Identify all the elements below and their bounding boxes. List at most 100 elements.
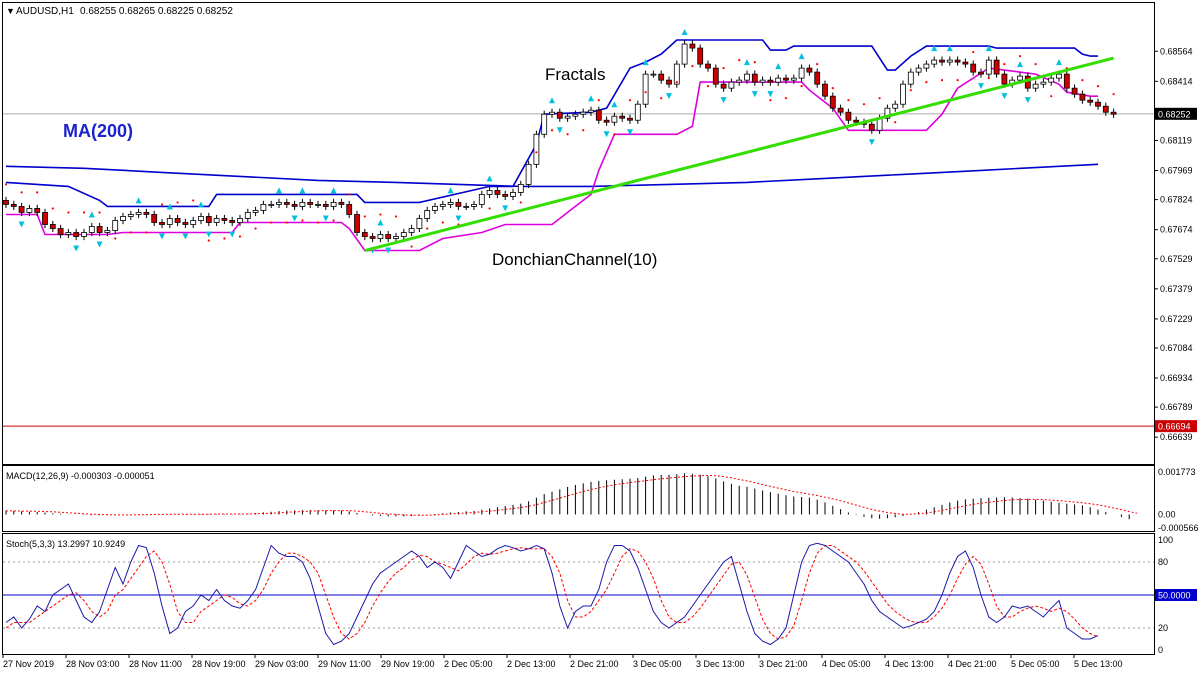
stoch-pane-frame xyxy=(2,533,1155,655)
macd-tick-label: -0.000566 xyxy=(1158,523,1199,533)
candle-body xyxy=(595,109,602,121)
fractal-up-icon xyxy=(681,29,688,36)
candle-body xyxy=(252,210,259,213)
price-layer xyxy=(3,29,1154,427)
sar-dot xyxy=(254,227,257,230)
sar-dot xyxy=(769,99,772,102)
candle-body xyxy=(658,73,665,81)
candle-body xyxy=(790,77,797,81)
candle-body xyxy=(619,115,626,119)
candle-body xyxy=(393,236,399,239)
candle-body xyxy=(978,71,984,75)
candle-body xyxy=(439,204,446,207)
price-tick-label: 0.66934 xyxy=(1160,373,1193,383)
candle-body xyxy=(572,113,579,117)
candle-body xyxy=(931,59,938,65)
candle-body xyxy=(73,232,80,237)
candle-body xyxy=(1056,73,1062,79)
sar-dot xyxy=(847,99,850,102)
candle-body xyxy=(798,67,805,79)
candle-body xyxy=(338,202,345,205)
candle-body xyxy=(767,79,774,83)
fractal-down-icon xyxy=(229,231,236,238)
sar-dot xyxy=(426,227,429,230)
candle-body xyxy=(814,71,821,85)
time-tick-label: 28 Nov 11:00 xyxy=(129,659,182,669)
fractal-down-icon xyxy=(205,231,212,238)
fractal-up-icon xyxy=(611,101,618,108)
fractal-up-icon xyxy=(486,175,493,182)
candle-body xyxy=(588,109,594,113)
candle-body xyxy=(510,192,516,197)
sar-dot xyxy=(1034,63,1037,66)
candle-body xyxy=(650,73,657,76)
sar-dot xyxy=(738,58,741,62)
sar-dot xyxy=(956,79,959,82)
candle-body xyxy=(751,73,758,83)
candle-body xyxy=(135,212,142,215)
sar-dot xyxy=(660,97,663,100)
candle-body xyxy=(900,83,906,105)
candle-body xyxy=(291,204,298,207)
sar-dot xyxy=(348,193,351,196)
candle-body xyxy=(455,202,462,207)
candle-body xyxy=(1110,111,1117,115)
fractal-up-icon xyxy=(276,187,282,194)
candle-body xyxy=(1095,101,1101,107)
candle-body xyxy=(1087,99,1094,103)
candle-body xyxy=(1102,105,1109,113)
candle-body xyxy=(681,43,688,65)
sar-dot xyxy=(363,215,366,218)
candle-body xyxy=(276,202,282,205)
candle-body xyxy=(1032,83,1039,89)
candle-body xyxy=(237,218,243,223)
trendline xyxy=(364,56,1114,252)
candle-body xyxy=(3,200,9,205)
stoch-main-line xyxy=(5,542,1099,646)
sar-dot xyxy=(894,121,897,124)
time-tick-label: 2 Dec 05:00 xyxy=(444,659,493,669)
sar-dot xyxy=(862,103,866,106)
candle-body xyxy=(151,214,158,223)
fractal-down-icon xyxy=(556,127,563,134)
fractal-up-icon xyxy=(931,45,938,52)
fractal-down-icon xyxy=(767,91,774,98)
candle-body xyxy=(268,204,275,206)
fractal-down-icon xyxy=(978,83,984,90)
sar-dot xyxy=(940,79,944,82)
candle-body xyxy=(954,59,961,63)
candle-body xyxy=(416,218,423,229)
dropdown-arrow-icon[interactable]: ▼ xyxy=(6,6,15,16)
price-pane-frame xyxy=(2,2,1155,465)
fractal-down-icon xyxy=(385,247,392,254)
price-tick-label: 0.67674 xyxy=(1160,225,1193,235)
current-price-label: 0.68252 xyxy=(1158,109,1191,119)
fractal-down-icon xyxy=(455,215,462,222)
candle-body xyxy=(260,204,267,211)
candle-body xyxy=(556,111,563,119)
sar-dot xyxy=(722,67,725,70)
sar-dot xyxy=(1096,85,1100,88)
sar-dot xyxy=(550,129,554,132)
sar-dot xyxy=(82,211,86,214)
price-tick-label: 0.67529 xyxy=(1160,254,1193,264)
candle-body xyxy=(985,59,992,75)
candle-body xyxy=(1079,93,1086,101)
candle-body xyxy=(915,67,922,73)
sar-dot xyxy=(488,207,491,210)
axis-layer: 0.68564 0.68414 0.68119 0.67969 0.67824 0.676… xyxy=(2,46,1199,669)
sar-dot xyxy=(192,199,195,202)
candle-body xyxy=(346,204,353,215)
candle-body xyxy=(1024,75,1031,89)
sar-dot xyxy=(410,245,413,248)
time-tick-label: 2 Dec 13:00 xyxy=(507,659,556,669)
candle-body xyxy=(697,47,704,65)
sar-dot xyxy=(519,201,522,204)
fractal-up-icon xyxy=(744,59,750,66)
candle-body xyxy=(447,202,454,205)
candle-body xyxy=(853,119,860,123)
stoch-level-tag xyxy=(1155,589,1197,601)
sar-dot xyxy=(800,85,803,88)
sar-dot xyxy=(644,91,647,94)
